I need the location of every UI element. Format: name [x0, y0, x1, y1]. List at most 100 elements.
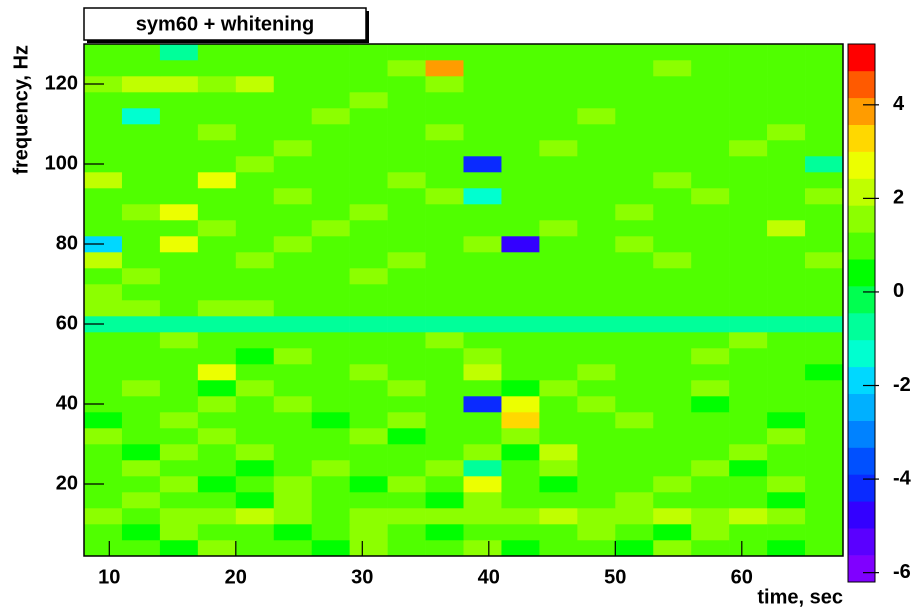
z-tick-label: -6	[893, 561, 911, 583]
cell	[159, 284, 199, 301]
cell	[273, 364, 312, 381]
cell	[463, 156, 502, 173]
cell	[729, 364, 768, 381]
cell	[805, 172, 844, 189]
cell	[84, 284, 123, 301]
cell	[84, 60, 123, 77]
cell	[615, 348, 654, 365]
color-bar-band	[848, 313, 875, 341]
cell	[691, 268, 730, 285]
cell	[691, 252, 730, 269]
cell	[311, 236, 350, 253]
cell	[311, 476, 350, 493]
cell	[615, 380, 654, 397]
cell	[653, 492, 692, 509]
cell	[691, 108, 730, 125]
cell	[273, 524, 312, 541]
cell	[235, 204, 275, 221]
cell	[729, 524, 768, 541]
cell	[84, 364, 123, 381]
cell	[273, 252, 312, 269]
cell	[501, 92, 540, 109]
cell	[501, 124, 540, 141]
cell	[767, 396, 806, 413]
cell	[349, 460, 388, 477]
cell	[121, 188, 161, 205]
cell	[235, 380, 275, 397]
cell	[349, 508, 388, 525]
cell	[425, 124, 464, 141]
cell	[805, 268, 844, 285]
cell	[805, 476, 844, 493]
cell	[349, 44, 388, 61]
cell	[767, 124, 806, 141]
cell	[767, 172, 806, 189]
cell	[729, 204, 768, 221]
cell	[539, 316, 578, 333]
cell	[349, 476, 388, 493]
title-box	[83, 7, 367, 41]
cell	[767, 380, 806, 397]
cell	[767, 348, 806, 365]
cell	[235, 396, 275, 413]
cell	[159, 396, 199, 413]
cell	[653, 396, 692, 413]
cell	[615, 396, 654, 413]
cell	[425, 492, 464, 509]
y-tick-label: 40	[56, 392, 78, 414]
cell	[539, 44, 578, 61]
cell	[387, 284, 426, 301]
cell	[159, 140, 199, 157]
cell	[84, 412, 123, 429]
cell	[463, 444, 502, 461]
cell	[463, 460, 502, 477]
cell	[767, 108, 806, 125]
cell	[425, 412, 464, 429]
cell	[729, 172, 768, 189]
cell	[767, 252, 806, 269]
cell	[425, 172, 464, 189]
cell	[463, 236, 502, 253]
cell	[159, 76, 199, 93]
cell	[691, 460, 730, 477]
cell	[501, 348, 540, 365]
cell	[197, 492, 237, 509]
cell	[235, 140, 275, 157]
cell	[615, 444, 654, 461]
cell	[197, 92, 237, 109]
cell	[691, 476, 730, 493]
cell	[84, 492, 123, 509]
cell	[539, 348, 578, 365]
cell	[691, 300, 730, 317]
color-bar-band	[848, 178, 875, 206]
cell	[387, 300, 426, 317]
cell	[501, 284, 540, 301]
plot-frame	[83, 43, 844, 557]
cell	[805, 220, 844, 237]
cell	[615, 172, 654, 189]
cell	[501, 172, 540, 189]
cell	[425, 236, 464, 253]
cell	[387, 44, 426, 61]
cell	[729, 124, 768, 141]
cell	[615, 60, 654, 77]
cell	[539, 396, 578, 413]
cell	[729, 284, 768, 301]
cell	[501, 220, 540, 237]
color-bar-band	[848, 393, 875, 421]
cell	[425, 76, 464, 93]
cell	[349, 332, 388, 349]
cell	[805, 508, 844, 525]
cell	[84, 460, 123, 477]
cell	[311, 140, 350, 157]
cell	[539, 220, 578, 237]
cell	[539, 444, 578, 461]
cell	[197, 172, 237, 189]
cell	[311, 108, 350, 125]
cell	[121, 124, 161, 141]
cell	[501, 492, 540, 509]
cell	[84, 300, 123, 317]
cell	[235, 268, 275, 285]
color-bar	[847, 43, 876, 583]
cell	[577, 76, 616, 93]
